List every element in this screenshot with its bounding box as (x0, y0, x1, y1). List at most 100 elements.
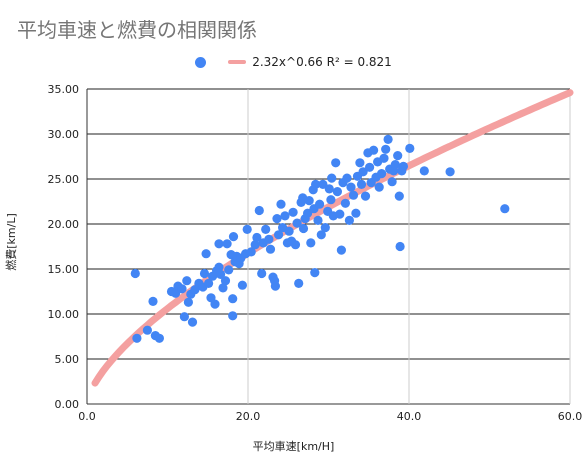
data-point (218, 283, 228, 293)
legend-trendline-marker (228, 60, 247, 64)
data-point (395, 241, 405, 252)
data-point (405, 143, 415, 153)
data-point (177, 284, 187, 294)
data-point (390, 160, 400, 170)
data-point (130, 268, 140, 279)
data-point (264, 234, 274, 244)
data-point (327, 173, 337, 183)
data-point (182, 276, 192, 286)
x-axis-ticks: 0.0 20.0 40.0 60.0 (78, 410, 582, 423)
data-point (356, 179, 367, 189)
data-point (304, 196, 314, 206)
data-point (306, 238, 316, 248)
data-point (393, 151, 403, 161)
data-point (261, 224, 271, 234)
data-point (224, 265, 234, 275)
data-point (310, 268, 320, 278)
data-point (342, 173, 352, 183)
data-point (228, 232, 239, 242)
data-point (381, 144, 391, 154)
data-point (383, 134, 393, 144)
data-point (204, 278, 214, 288)
data-point (332, 187, 342, 197)
data-point (358, 167, 368, 177)
data-point (331, 158, 341, 168)
data-point (348, 190, 359, 200)
data-point (326, 195, 336, 205)
y-tick-label: 20.00 (48, 218, 80, 231)
data-point (303, 208, 313, 218)
data-point (445, 167, 455, 177)
y-tick-label: 5.00 (55, 353, 80, 366)
data-point (171, 288, 181, 298)
y-tick-label: 15.00 (48, 263, 80, 276)
x-tick-label: 0.0 (78, 410, 96, 423)
data-point (379, 153, 389, 163)
data-point (228, 294, 238, 304)
y-tick-label: 30.00 (48, 128, 80, 141)
data-point (292, 218, 302, 228)
data-point (270, 281, 280, 291)
y-tick-label: 10.00 (48, 308, 80, 321)
data-point (320, 223, 330, 233)
x-tick-label: 20.0 (236, 410, 261, 423)
data-point (344, 215, 354, 225)
data-point (250, 240, 260, 250)
y-tick-label: 35.00 (48, 83, 80, 96)
data-point (132, 333, 142, 343)
data-point (254, 205, 264, 216)
data-point (142, 325, 152, 335)
data-point (346, 182, 356, 192)
data-point (201, 249, 211, 259)
data-point (398, 161, 408, 171)
data-point (377, 169, 387, 179)
data-point (257, 268, 267, 279)
y-tick-label: 0.00 (55, 398, 80, 411)
data-point (336, 245, 346, 255)
data-point (214, 262, 224, 272)
data-point (228, 311, 238, 321)
data-point (246, 247, 256, 257)
legend-trendline-label: 2.32x^0.66 R² = 0.821 (252, 55, 392, 69)
data-point (220, 276, 231, 286)
data-point (187, 317, 198, 327)
data-point (183, 297, 193, 307)
x-tick-label: 40.0 (397, 410, 422, 423)
data-point (284, 226, 294, 236)
data-point (318, 179, 328, 189)
data-point (290, 240, 301, 250)
data-point (276, 199, 286, 209)
data-point (316, 230, 326, 240)
data-point (216, 269, 226, 279)
data-point (148, 296, 158, 306)
trendline (91, 89, 574, 387)
data-point (374, 182, 384, 192)
data-point (179, 312, 189, 322)
x-tick-label: 60.0 (558, 410, 583, 423)
data-point (313, 215, 323, 225)
data-point (365, 162, 375, 172)
data-point (214, 239, 224, 249)
data-point (274, 230, 284, 240)
data-point (222, 239, 232, 249)
data-point (315, 199, 325, 209)
y-axis-ticks: 0.00 5.00 10.00 15.00 20.00 25.00 30.00 35.00 (48, 83, 80, 411)
data-point (242, 224, 252, 234)
data-point (294, 278, 304, 288)
data-points (130, 134, 510, 343)
data-point (369, 145, 379, 155)
data-point (419, 166, 429, 176)
gridlines (86, 88, 571, 405)
data-point (340, 198, 350, 208)
y-axis-label: 燃費[km/L] (5, 213, 18, 271)
trendline-group (91, 89, 574, 387)
data-point (298, 223, 309, 234)
chart-title: 平均車速と燃費の相関関係 (17, 18, 257, 42)
data-point (335, 209, 345, 219)
data-point (154, 333, 164, 343)
data-point (324, 184, 334, 194)
legend-item-trendline[interactable]: 2.32x^0.66 R² = 0.821 (195, 55, 392, 69)
data-point (252, 232, 262, 243)
x-axis-label: 平均車速[km/H] (252, 440, 335, 453)
